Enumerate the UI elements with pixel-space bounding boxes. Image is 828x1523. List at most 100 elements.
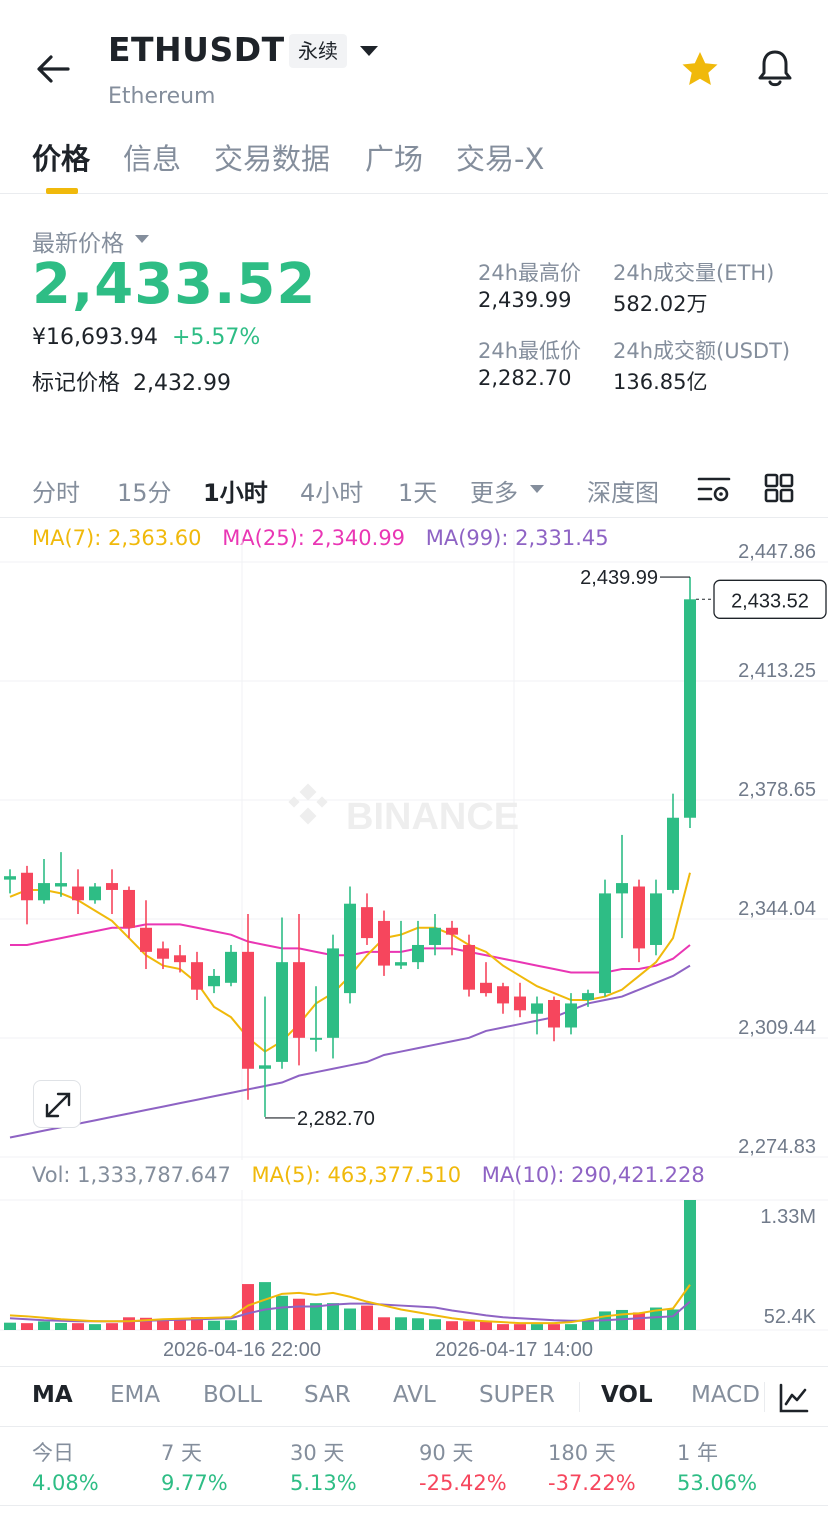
candle <box>361 893 373 945</box>
candle <box>582 989 594 1007</box>
volume-bar <box>429 1319 441 1330</box>
main-tabs: 价格 信息 交易数据 广场 交易-X <box>0 130 828 194</box>
candle <box>72 869 84 915</box>
perpetual-badge: 永续 <box>289 34 347 68</box>
volume-bar <box>276 1295 288 1330</box>
candle <box>242 914 254 1100</box>
caret-down-icon[interactable] <box>358 44 380 58</box>
volume-axis-label: 1.33M <box>760 1206 816 1228</box>
tab-price[interactable]: 价格 <box>32 142 91 176</box>
volume-bar <box>293 1298 305 1330</box>
candle <box>565 993 577 1035</box>
candle <box>531 996 543 1035</box>
volume-bar <box>242 1284 254 1330</box>
candle <box>106 869 118 915</box>
indicator-chart-icon[interactable] <box>778 1382 810 1414</box>
caret-down-icon[interactable] <box>529 484 545 494</box>
candle <box>123 886 135 939</box>
volume-bar <box>123 1317 135 1330</box>
volume-chart[interactable]: 1.33M 52.4K 2026-04-16 22:00 2026-04-17 14… <box>0 1190 828 1365</box>
volume-legend-value: Vol: 1,333,787.647 <box>32 1163 231 1187</box>
interval-more[interactable]: 更多 <box>470 479 518 507</box>
candle-body <box>276 962 288 1062</box>
candle-body <box>548 999 560 1028</box>
perf-30d-value: 5.13% <box>290 1471 357 1495</box>
chart-settings-icon[interactable] <box>697 475 731 505</box>
price-change-percent: +5.57% <box>172 325 261 350</box>
interval-1d[interactable]: 1天 <box>398 479 438 507</box>
perf-1y-label: 1 年 <box>677 1441 719 1465</box>
indicator-avl[interactable]: AVL <box>393 1382 436 1408</box>
active-tab-indicator <box>46 188 78 194</box>
grid-layout-icon[interactable] <box>764 473 794 503</box>
candle <box>157 941 169 970</box>
indicator-sar[interactable]: SAR <box>304 1382 351 1408</box>
ma99-legend: MA(99): 2,331.45 <box>425 526 609 550</box>
volume-bar <box>633 1312 645 1330</box>
volume-bar <box>106 1323 118 1330</box>
candle <box>667 793 679 894</box>
candle-body <box>650 893 662 945</box>
divider <box>0 1366 828 1367</box>
volume-bar <box>531 1324 543 1330</box>
volume-bar <box>684 1200 696 1330</box>
candle-body <box>463 944 475 990</box>
volume-bar <box>174 1319 186 1330</box>
interval-15m[interactable]: 15分 <box>117 479 172 507</box>
indicator-super[interactable]: SUPER <box>479 1382 555 1408</box>
interval-4h[interactable]: 4小时 <box>300 479 364 507</box>
interval-1h[interactable]: 1小时 <box>203 479 268 507</box>
volume-bar <box>327 1303 339 1330</box>
candle-body <box>497 986 509 1004</box>
candle-body <box>174 955 186 963</box>
perf-180d-label: 180 天 <box>548 1441 616 1465</box>
indicator-ma[interactable]: MA <box>32 1382 73 1408</box>
turnover-24h-label: 24h成交额(USDT) <box>613 339 791 363</box>
volume-bar <box>650 1307 662 1330</box>
tab-square[interactable]: 广场 <box>365 142 424 176</box>
tab-trade-x[interactable]: 交易-X <box>456 142 545 176</box>
candle <box>55 852 67 897</box>
ma25-legend: MA(25): 2,340.99 <box>222 526 406 550</box>
candle-body <box>480 982 492 994</box>
volume-bar <box>395 1317 407 1330</box>
candle <box>310 986 322 1052</box>
candle-body <box>633 886 645 949</box>
indicator-vol[interactable]: VOL <box>601 1382 653 1408</box>
symbol-title[interactable]: ETHUSDT <box>108 30 285 69</box>
candle-body <box>106 883 118 890</box>
last-price-label[interactable]: 最新价格 <box>32 231 124 257</box>
price-axis-label: 2,344.04 <box>738 898 816 920</box>
interval-time[interactable]: 分时 <box>32 479 80 507</box>
candle <box>327 934 339 1059</box>
bell-icon[interactable] <box>753 46 797 90</box>
volume-bar <box>514 1324 526 1330</box>
favorite-star-icon[interactable] <box>680 50 720 88</box>
candle <box>497 982 509 1014</box>
perf-1y-value: 53.06% <box>677 1471 758 1495</box>
candle <box>191 951 203 1000</box>
indicator-ema[interactable]: EMA <box>110 1382 161 1408</box>
back-arrow-icon[interactable] <box>30 46 76 92</box>
divider <box>0 1505 828 1506</box>
candle <box>684 577 696 829</box>
candle <box>38 859 50 904</box>
tab-trading-data[interactable]: 交易数据 <box>214 142 331 176</box>
fullscreen-button[interactable] <box>33 1080 81 1128</box>
candle <box>616 834 628 939</box>
current-price-label: 2,433.52 <box>731 590 809 612</box>
candle-body <box>259 1065 271 1069</box>
candle-body <box>378 920 390 966</box>
perf-90d-value: -25.42% <box>419 1471 507 1495</box>
indicator-boll[interactable]: BOLL <box>203 1382 263 1408</box>
indicator-macd[interactable]: MACD <box>691 1382 759 1408</box>
candle <box>599 879 611 997</box>
volume-bar <box>310 1303 322 1330</box>
tab-info[interactable]: 信息 <box>123 142 182 176</box>
caret-down-icon[interactable] <box>134 234 150 244</box>
depth-chart-tab[interactable]: 深度图 <box>587 479 659 507</box>
candlestick-chart[interactable]: BINANCE 2,447.86 2,413.25 2,378.65 2,344.04… <box>0 530 828 1160</box>
candle-body <box>582 993 594 1000</box>
candle-body <box>344 903 356 994</box>
watermark-text: BINANCE <box>346 796 519 838</box>
